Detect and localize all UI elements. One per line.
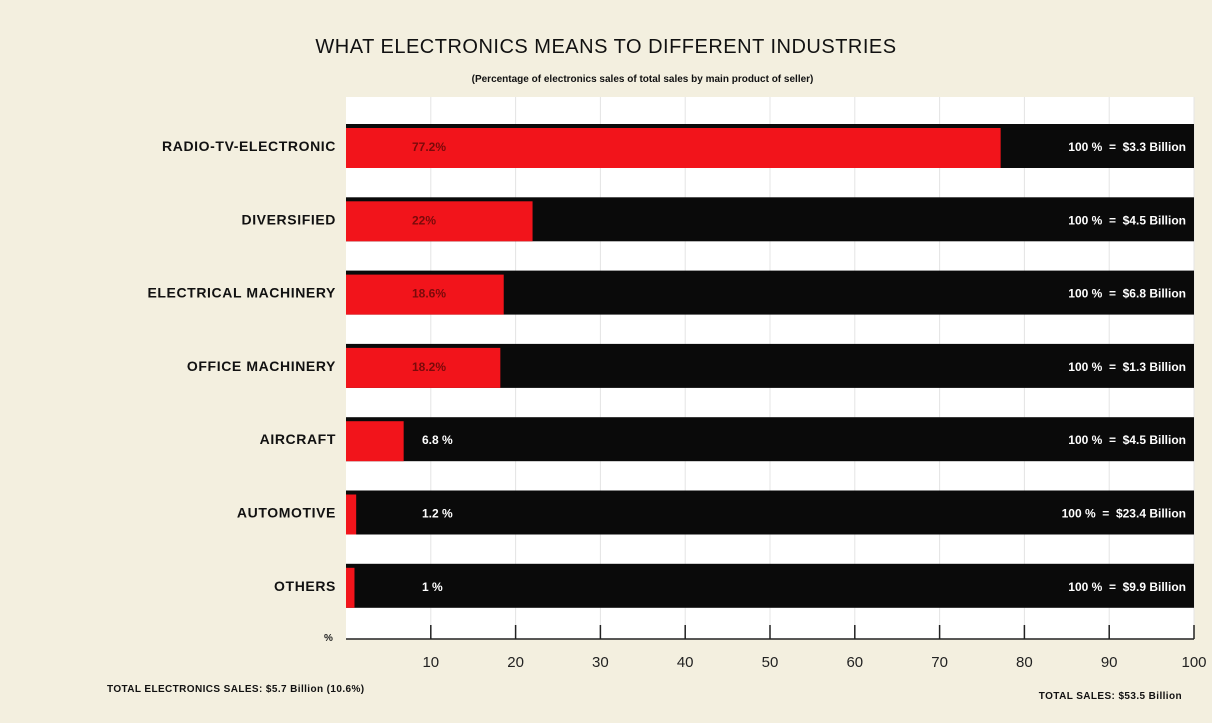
- category-label: DIVERSIFIED: [241, 211, 336, 227]
- total-label: 100 % = $23.4 Billion: [1062, 507, 1186, 521]
- category-label: OTHERS: [274, 578, 336, 594]
- category-label: AIRCRAFT: [260, 431, 336, 447]
- x-tick-label: 40: [677, 654, 694, 671]
- electronics-bar: [346, 494, 357, 535]
- electronics-bar: [346, 128, 1001, 168]
- value-label: 22%: [412, 213, 436, 227]
- x-tick-label: 10: [422, 654, 439, 671]
- x-tick-label: 20: [507, 654, 524, 671]
- x-tick-label: 60: [846, 654, 863, 671]
- total-bar: [346, 490, 1194, 535]
- total-bar: [346, 417, 1194, 462]
- x-tick-label: 50: [762, 654, 779, 671]
- electronics-bar: [346, 347, 501, 388]
- electronics-bar: [346, 201, 533, 242]
- total-label: 100 % = $3.3 Billion: [1068, 140, 1186, 154]
- footer-total-electronics: TOTAL ELECTRONICS SALES: $5.7 Billion (1…: [107, 684, 365, 695]
- value-label: 6.8 %: [422, 433, 453, 447]
- x-axis-unit-label: %: [324, 633, 333, 644]
- value-label: 18.2%: [412, 360, 446, 374]
- chart-title: WHAT ELECTRONICS MEANS TO DIFFERENT INDU…: [315, 36, 897, 58]
- total-label: 100 % = $4.5 Billion: [1068, 213, 1186, 227]
- category-label: ELECTRICAL MACHINERY: [147, 285, 336, 301]
- x-tick-label: 90: [1101, 654, 1118, 671]
- electronics-bar: [346, 567, 355, 608]
- x-tick-label: 30: [592, 654, 609, 671]
- total-label: 100 % = $4.5 Billion: [1068, 433, 1186, 447]
- value-label: 1 %: [422, 580, 443, 594]
- electronics-bar: [346, 274, 504, 315]
- total-label: 100 % = $6.8 Billion: [1068, 287, 1186, 301]
- x-tick-label: 80: [1016, 654, 1033, 671]
- category-label: RADIO-TV-ELECTRONIC: [162, 138, 336, 154]
- footer-total-sales: TOTAL SALES: $53.5 Billion: [1038, 691, 1182, 702]
- category-label: AUTOMOTIVE: [237, 505, 336, 521]
- x-tick-label: 100: [1181, 654, 1206, 671]
- value-label: 18.6%: [412, 287, 446, 301]
- value-label: 77.2%: [412, 140, 446, 154]
- chart-subtitle: (Percentage of electronics sales of tota…: [471, 74, 814, 85]
- value-label: 1.2 %: [422, 507, 453, 521]
- electronics-bar: [346, 421, 404, 462]
- total-bar: [346, 563, 1194, 608]
- total-label: 100 % = $9.9 Billion: [1068, 580, 1186, 594]
- x-tick-label: 70: [931, 654, 948, 671]
- category-label: OFFICE MACHINERY: [187, 358, 336, 374]
- total-label: 100 % = $1.3 Billion: [1068, 360, 1186, 374]
